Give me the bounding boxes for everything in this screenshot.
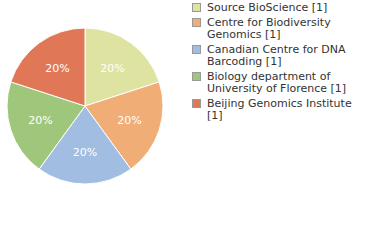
svg-text:20%: 20%	[28, 114, 52, 127]
html-text:Beijing Genomics Institute [1]: Beijing Genomics Institute [1]	[207, 97, 352, 122]
html-text:Centre for Biodiversity Genomi: Centre for Biodiversity Genomics [1]	[207, 16, 331, 41]
svg-text:20%: 20%	[117, 114, 141, 127]
html-text:Canadian Centre for DNA Barcod: Canadian Centre for DNA Barcoding [1]	[207, 43, 346, 68]
html-text:Biology department of Universi: Biology department of University of Flor…	[207, 70, 347, 95]
html-text:Source BioScience [1]: Source BioScience [1]	[207, 1, 328, 14]
svg-text:20%: 20%	[100, 62, 124, 75]
svg-text:20%: 20%	[73, 146, 97, 159]
svg-text:20%: 20%	[45, 62, 69, 75]
